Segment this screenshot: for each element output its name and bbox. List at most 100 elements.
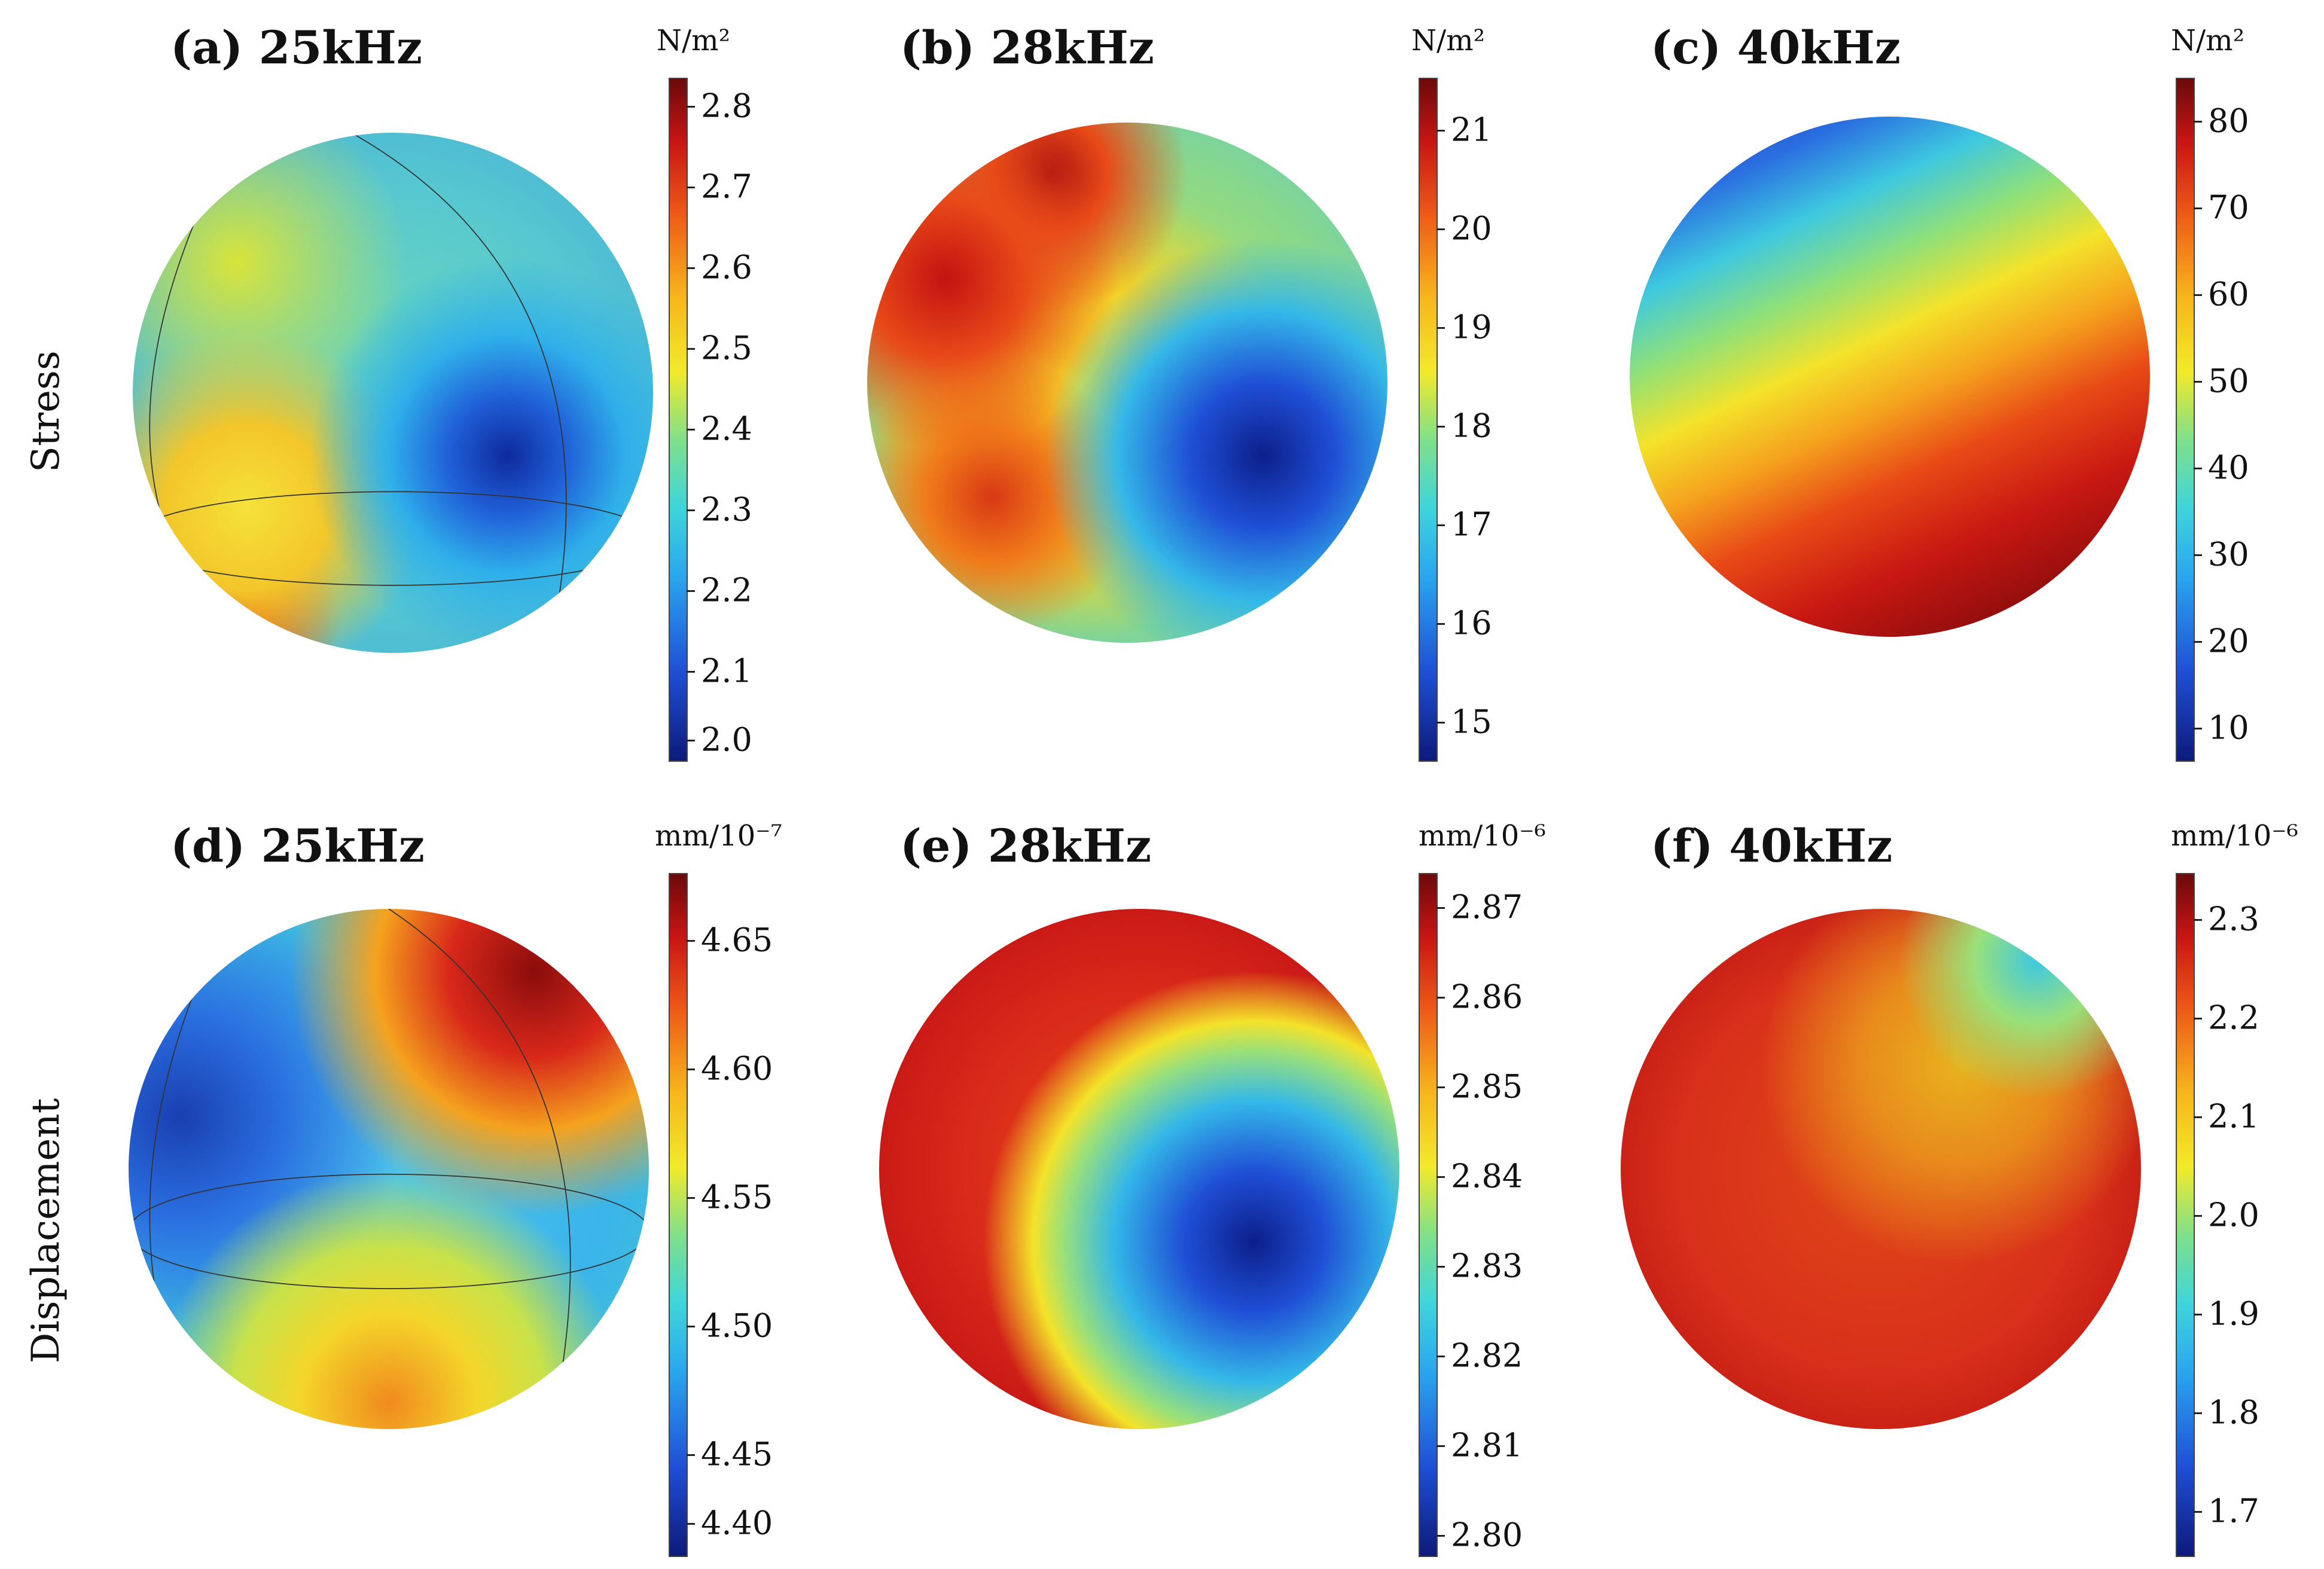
panel-b-colorbar-tick xyxy=(1437,130,1445,132)
panel-a-colorbar-tick xyxy=(687,187,695,188)
panel-b-colorbar-tick xyxy=(1437,426,1445,428)
panel-a-colorbar-tick-label: 2.5 xyxy=(701,329,752,367)
panel-e-colorbar-tick-label: 2.83 xyxy=(1451,1247,1523,1285)
panel-c-colorbar-tick xyxy=(2194,294,2202,296)
panel-d-title: (d) 25kHz xyxy=(170,819,425,872)
panel-e-sphere xyxy=(879,909,1399,1429)
panel-c-colorbar-tick xyxy=(2194,121,2202,123)
row-label-stress: Stress xyxy=(24,350,68,472)
panel-d-gridlines xyxy=(129,909,649,1409)
panel-f-unit: mm/10⁻⁶ xyxy=(2171,819,2298,853)
panel-f-colorbar-tick-label: 2.1 xyxy=(2208,1097,2259,1135)
panel-a-colorbar-tick xyxy=(687,740,695,741)
panel-e-colorbar-tick xyxy=(1437,997,1445,999)
panel-a-colorbar-tick xyxy=(687,348,695,350)
panel-c-title: (c) 40kHz xyxy=(1651,21,1901,74)
panel-c-colorbar-tick-label: 70 xyxy=(2208,188,2249,227)
panel-b-colorbar-tick xyxy=(1437,722,1445,724)
panel-a-colorbar-tick xyxy=(687,590,695,592)
panel-a-colorbar-tick-label: 2.1 xyxy=(701,652,752,690)
panel-e-colorbar-tick xyxy=(1437,1266,1445,1268)
panel-d-colorbar-tick xyxy=(687,1523,695,1525)
panel-c-colorbar-tick xyxy=(2194,468,2202,469)
panel-a-colorbar: 2.8 2.7 2.6 2.5 2.4 2.3 2.2 2.1 2.0 xyxy=(669,78,752,762)
panel-e-unit: mm/10⁻⁶ xyxy=(1419,819,1546,853)
panel-b-unit: N/m² xyxy=(1411,24,1485,57)
panel-b-colorbar-tick xyxy=(1437,623,1445,625)
panel-b-colorbar-tick xyxy=(1437,327,1445,329)
panel-d-colorbar-tick-label: 4.65 xyxy=(701,921,773,959)
panel-b-colorbar-tick-label: 20 xyxy=(1451,209,1492,248)
panel-e-colorbar-tick-label: 2.82 xyxy=(1451,1336,1523,1375)
panel-b-colorbar: 21 20 19 18 17 16 15 xyxy=(1419,78,1492,762)
panel-e-colorbar-tick xyxy=(1437,1535,1445,1537)
panel-d-colorbar-tick xyxy=(687,1197,695,1199)
panel-a-colorbar-tick xyxy=(687,267,695,269)
panel-b-colorbar-tick-label: 15 xyxy=(1451,703,1492,741)
panel-a-colorbar-tick xyxy=(687,671,695,673)
panel-f-colorbar-tick xyxy=(2194,919,2202,921)
panel-e-colorbar-tick-label: 2.86 xyxy=(1451,978,1523,1016)
panel-d-colorbar-tick-label: 4.50 xyxy=(701,1307,773,1345)
panel-e-colorbar-tick-label: 2.87 xyxy=(1451,888,1523,926)
row-label-displacement: Displacement xyxy=(24,1098,68,1363)
panel-c-colorbar-tick xyxy=(2194,554,2202,556)
panel-b-colorbar-tick-label: 19 xyxy=(1451,308,1492,346)
panel-f-title: (f) 40kHz xyxy=(1651,819,1893,872)
panel-f-colorbar-tick-label: 2.3 xyxy=(2208,900,2259,938)
panel-b-colorbar-tick-label: 17 xyxy=(1451,505,1492,544)
panel-d-colorbar-tick xyxy=(687,1454,695,1456)
panel-c-colorbar-tick xyxy=(2194,728,2202,729)
panel-b-colorbar-tick xyxy=(1437,524,1445,526)
panel-d-colorbar: 4.65 4.60 4.55 4.50 4.45 4.40 xyxy=(669,873,773,1557)
panel-f-colorbar-tick-label: 1.8 xyxy=(2208,1393,2259,1431)
panel-c-colorbar: 80 70 60 50 40 30 20 10 xyxy=(2176,78,2249,762)
panel-c-unit: N/m² xyxy=(2171,24,2244,57)
panel-e-title: (e) 28kHz xyxy=(900,819,1152,872)
panel-e-colorbar-tick-label: 2.85 xyxy=(1451,1067,1523,1106)
panel-f-colorbar-tick xyxy=(2194,1511,2202,1513)
panel-a-colorbar-tick xyxy=(687,509,695,511)
panel-a-title: (a) 25kHz xyxy=(170,21,423,74)
panel-a-colorbar-tick xyxy=(687,106,695,108)
panel-d-colorbar-tick-label: 4.40 xyxy=(701,1504,773,1542)
panel-b-sphere xyxy=(867,123,1387,643)
panel-d-colorbar-tick-label: 4.55 xyxy=(701,1178,773,1216)
panel-b-colorbar-tick-label: 18 xyxy=(1451,407,1492,445)
panel-a-colorbar-tick xyxy=(687,429,695,431)
panel-a-gridlines xyxy=(133,133,653,653)
panel-c-colorbar-tick-label: 80 xyxy=(2208,102,2249,140)
panel-f-colorbar: 2.3 2.2 2.1 2.0 1.9 1.8 1.7 xyxy=(2176,873,2259,1557)
panel-a-colorbar-tick-label: 2.8 xyxy=(701,87,752,125)
panel-d-colorbar-tick xyxy=(687,940,695,942)
panel-d-colorbar-tick-label: 4.60 xyxy=(701,1049,773,1088)
panel-e-colorbar-tick xyxy=(1437,1445,1445,1447)
panel-e-colorbar-tick xyxy=(1437,907,1445,909)
panel-e-colorbar-tick xyxy=(1437,1176,1445,1178)
panel-f-colorbar-tick xyxy=(2194,1314,2202,1315)
panel-a-sphere xyxy=(133,133,653,653)
panel-a-colorbar-tick-label: 2.7 xyxy=(701,167,752,206)
panel-d-colorbar-tick xyxy=(687,1326,695,1327)
panel-d-colorbar-tick-label: 4.45 xyxy=(701,1435,773,1473)
panel-c-colorbar-tick-label: 40 xyxy=(2208,448,2249,487)
panel-f-colorbar-tick-label: 2.0 xyxy=(2208,1196,2259,1234)
panel-e-colorbar-tick-label: 2.80 xyxy=(1451,1516,1523,1554)
panel-e-colorbar-tick-label: 2.84 xyxy=(1451,1157,1523,1195)
panel-d-unit: mm/10⁻⁷ xyxy=(655,819,782,853)
panel-c-colorbar-tick xyxy=(2194,381,2202,383)
panel-c-sphere xyxy=(1630,117,2150,637)
panel-a-unit: N/m² xyxy=(657,24,730,57)
panel-b-title: (b) 28kHz xyxy=(900,21,1154,74)
panel-f-sphere xyxy=(1621,909,2141,1429)
panel-b-colorbar-tick xyxy=(1437,228,1445,230)
panel-c-colorbar-tick-label: 10 xyxy=(2208,709,2249,747)
panel-c-colorbar-tick xyxy=(2194,641,2202,643)
panel-f-colorbar-tick xyxy=(2194,1215,2202,1217)
panel-e-colorbar: 2.87 2.86 2.85 2.84 2.83 2.82 2.81 2.80 xyxy=(1419,873,1523,1557)
panel-f-colorbar-tick-label: 1.9 xyxy=(2208,1295,2259,1333)
panel-e-colorbar-tick xyxy=(1437,1356,1445,1357)
panel-c-colorbar-tick-label: 30 xyxy=(2208,535,2249,573)
panel-a-colorbar-tick-label: 2.4 xyxy=(701,410,752,448)
panel-c-colorbar-tick-label: 60 xyxy=(2208,275,2249,313)
